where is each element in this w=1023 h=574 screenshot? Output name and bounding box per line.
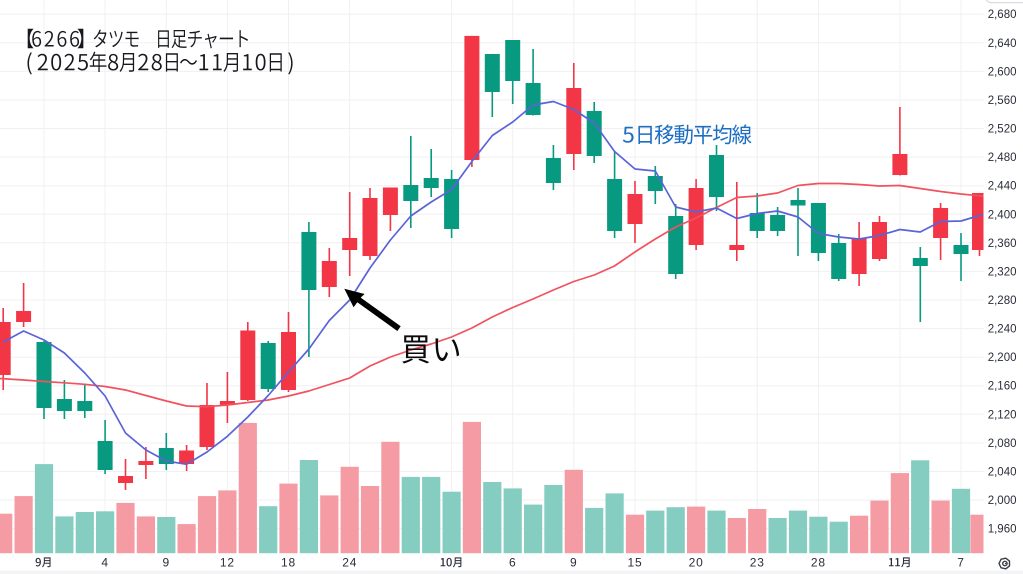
svg-text:7: 7 bbox=[957, 555, 964, 569]
svg-text:4: 4 bbox=[101, 555, 108, 569]
svg-text:2,520: 2,520 bbox=[988, 124, 1017, 136]
svg-text:2,320: 2,320 bbox=[988, 266, 1017, 278]
svg-text:2,280: 2,280 bbox=[988, 295, 1017, 307]
svg-text:2,440: 2,440 bbox=[988, 181, 1017, 193]
svg-text:2,240: 2,240 bbox=[988, 324, 1017, 336]
svg-text:2,200: 2,200 bbox=[988, 352, 1017, 364]
svg-text:2,600: 2,600 bbox=[988, 66, 1017, 78]
svg-text:24: 24 bbox=[342, 555, 357, 569]
svg-text:9: 9 bbox=[570, 555, 577, 569]
svg-text:28: 28 bbox=[811, 555, 826, 569]
svg-text:2,360: 2,360 bbox=[988, 238, 1017, 250]
svg-text:2,120: 2,120 bbox=[988, 409, 1017, 421]
svg-text:2,560: 2,560 bbox=[988, 95, 1017, 107]
svg-text:2,680: 2,680 bbox=[988, 9, 1017, 21]
svg-text:2,640: 2,640 bbox=[988, 38, 1017, 50]
svg-text:9: 9 bbox=[163, 555, 170, 569]
svg-text:12: 12 bbox=[220, 555, 235, 569]
svg-text:2,160: 2,160 bbox=[988, 381, 1017, 393]
svg-text:2,000: 2,000 bbox=[988, 495, 1017, 507]
svg-text:2,480: 2,480 bbox=[988, 152, 1017, 164]
svg-text:23: 23 bbox=[750, 555, 765, 569]
svg-text:20: 20 bbox=[689, 555, 704, 569]
svg-text:6: 6 bbox=[509, 555, 516, 569]
svg-text:2,040: 2,040 bbox=[988, 467, 1017, 479]
svg-text:2,080: 2,080 bbox=[988, 438, 1017, 450]
svg-text:18: 18 bbox=[281, 555, 296, 569]
svg-text:15: 15 bbox=[628, 555, 643, 569]
svg-text:2,400: 2,400 bbox=[988, 209, 1017, 221]
svg-text:1,960: 1,960 bbox=[988, 524, 1017, 536]
